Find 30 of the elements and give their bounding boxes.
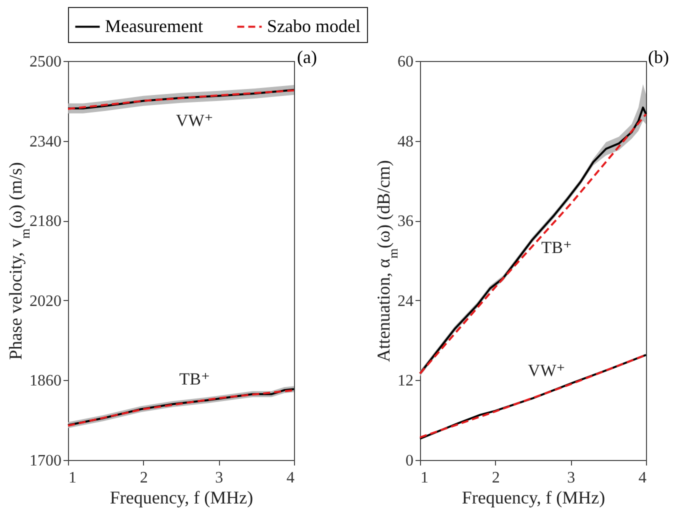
- legend-label: Measurement: [105, 16, 203, 36]
- annotation: TB⁺: [179, 370, 210, 389]
- x-axis-title: Frequency, f (MHz): [110, 488, 254, 508]
- x-tick-label: 2: [492, 470, 500, 486]
- y-tick-label: 48: [398, 133, 414, 150]
- chart-title: (a): [297, 47, 317, 67]
- annotation: VW⁺: [176, 111, 214, 130]
- x-tick-label: 1: [420, 470, 428, 486]
- x-tick-label: 2: [140, 470, 148, 486]
- y-tick-label: 2020: [30, 292, 62, 310]
- y-tick-label: 1860: [30, 372, 62, 390]
- y-tick-label: 0: [406, 452, 414, 470]
- y-tick-label: 2500: [30, 54, 62, 70]
- annotation: TB⁺: [541, 238, 572, 257]
- y-tick-label: 24: [398, 292, 414, 310]
- y-tick-label: 2180: [30, 213, 62, 230]
- y-tick-label: 60: [398, 54, 414, 70]
- chart-title: (b): [648, 47, 669, 67]
- x-tick-label: 4: [286, 470, 294, 486]
- x-axis-title: Frequency, f (MHz): [462, 488, 606, 508]
- x-tick-label: 3: [215, 470, 224, 486]
- legend-label: Szabo model: [267, 16, 360, 36]
- x-tick-label: 4: [638, 470, 646, 486]
- y-tick-label: 2340: [30, 133, 62, 150]
- x-tick-label: 3: [567, 470, 576, 486]
- y-tick-label: 1700: [30, 452, 62, 470]
- annotation: VW⁺: [528, 360, 566, 380]
- x-tick-label: 1: [68, 470, 76, 486]
- y-tick-label: 36: [398, 213, 414, 230]
- y-tick-label: 12: [398, 372, 414, 390]
